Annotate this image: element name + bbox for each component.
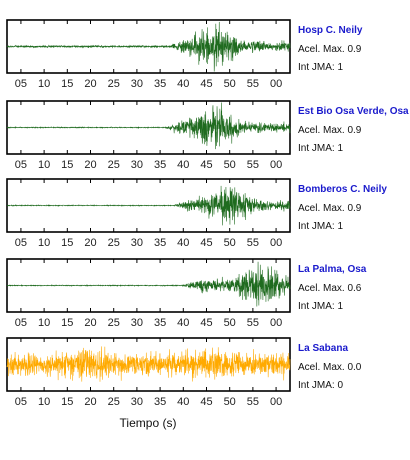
x-tick-label: 25 bbox=[108, 396, 120, 408]
int-jma-readout: Int JMA: 1 bbox=[298, 301, 343, 312]
x-tick-label: 50 bbox=[224, 396, 236, 408]
x-tick-label: 00 bbox=[270, 396, 282, 408]
x-tick-label: 25 bbox=[108, 159, 120, 171]
x-tick-label: 20 bbox=[84, 396, 96, 408]
x-tick-label: 20 bbox=[84, 159, 96, 171]
x-tick-label: 30 bbox=[131, 237, 143, 249]
x-axis-title: Tiempo (s) bbox=[120, 416, 177, 430]
x-tick-label: 10 bbox=[38, 317, 50, 329]
x-tick-label: 35 bbox=[154, 159, 166, 171]
x-tick-label: 50 bbox=[224, 237, 236, 249]
x-tick-label: 45 bbox=[200, 78, 212, 90]
panel-1: 05 10 15 20 25 30 35 40 45 50 55 00 Hosp C. Neily Ace… bbox=[6, 19, 363, 90]
x-tick-label: 40 bbox=[177, 237, 189, 249]
x-tick-label: 55 bbox=[247, 78, 259, 90]
panels-layer: 05 10 15 20 25 30 35 40 45 50 55 00 Hosp C. Neily Ace… bbox=[6, 19, 409, 408]
x-tick-label: 35 bbox=[154, 396, 166, 408]
x-tick-label: 30 bbox=[131, 159, 143, 171]
x-tick-label: 15 bbox=[61, 317, 73, 329]
x-tick-label: 30 bbox=[131, 396, 143, 408]
panel-2: 05 10 15 20 25 30 35 40 45 50 55 00 Est Bio Osa Verd… bbox=[6, 100, 409, 171]
x-tick-label: 50 bbox=[224, 159, 236, 171]
waveform-trace bbox=[6, 261, 291, 307]
waveform-trace bbox=[6, 346, 291, 382]
int-jma-readout: Int JMA: 1 bbox=[298, 62, 343, 73]
acel-max-readout: Acel. Max. 0.0 bbox=[298, 362, 362, 373]
station-name: La Sabana bbox=[298, 343, 348, 354]
x-tick-label: 55 bbox=[247, 159, 259, 171]
acel-max-readout: Acel. Max. 0.9 bbox=[298, 203, 362, 214]
x-tick-label: 30 bbox=[131, 78, 143, 90]
x-tick-label: 15 bbox=[61, 237, 73, 249]
x-tick-label: 55 bbox=[247, 396, 259, 408]
x-tick-label: 00 bbox=[270, 159, 282, 171]
x-tick-label: 20 bbox=[84, 237, 96, 249]
waveform-trace bbox=[6, 102, 291, 150]
x-tick-label: 25 bbox=[108, 317, 120, 329]
x-tick-label: 45 bbox=[200, 159, 212, 171]
x-tick-label: 40 bbox=[177, 159, 189, 171]
x-tick-label: 10 bbox=[38, 159, 50, 171]
x-tick-label: 00 bbox=[270, 237, 282, 249]
x-tick-label: 40 bbox=[177, 78, 189, 90]
x-tick-label: 15 bbox=[61, 78, 73, 90]
x-tick-label: 05 bbox=[15, 317, 27, 329]
x-tick-label: 55 bbox=[247, 317, 259, 329]
x-tick-label: 45 bbox=[200, 237, 212, 249]
x-tick-label: 10 bbox=[38, 396, 50, 408]
panel-5: 05 10 15 20 25 30 35 40 45 50 55 00 La Sabana Acel. M… bbox=[6, 337, 362, 408]
panel-4: 05 10 15 20 25 30 35 40 45 50 55 00 La Palma, Osa Ace… bbox=[6, 258, 367, 329]
int-jma-readout: Int JMA: 1 bbox=[298, 143, 343, 154]
x-tick-label: 45 bbox=[200, 317, 212, 329]
x-tick-label: 35 bbox=[154, 237, 166, 249]
x-tick-label: 15 bbox=[61, 159, 73, 171]
x-tick-label: 25 bbox=[108, 237, 120, 249]
x-tick-label: 20 bbox=[84, 78, 96, 90]
x-tick-label: 40 bbox=[177, 396, 189, 408]
x-tick-label: 15 bbox=[61, 396, 73, 408]
int-jma-readout: Int JMA: 1 bbox=[298, 221, 343, 232]
panel-3: 05 10 15 20 25 30 35 40 45 50 55 00 Bomberos C. Neil… bbox=[6, 178, 387, 249]
x-tick-label: 05 bbox=[15, 237, 27, 249]
x-tick-label: 05 bbox=[15, 396, 27, 408]
acel-max-readout: Acel. Max. 0.9 bbox=[298, 44, 362, 55]
x-tick-label: 10 bbox=[38, 237, 50, 249]
x-tick-label: 35 bbox=[154, 78, 166, 90]
x-tick-label: 50 bbox=[224, 317, 236, 329]
int-jma-readout: Int JMA: 0 bbox=[298, 380, 343, 391]
x-tick-label: 00 bbox=[270, 317, 282, 329]
x-tick-label: 05 bbox=[15, 78, 27, 90]
x-tick-label: 50 bbox=[224, 78, 236, 90]
x-tick-label: 35 bbox=[154, 317, 166, 329]
x-tick-label: 25 bbox=[108, 78, 120, 90]
station-name: Est Bio Osa Verde, Osa bbox=[298, 106, 409, 117]
station-name: Bomberos C. Neily bbox=[298, 184, 387, 195]
x-tick-label: 30 bbox=[131, 317, 143, 329]
x-tick-label: 10 bbox=[38, 78, 50, 90]
x-tick-label: 20 bbox=[84, 317, 96, 329]
acel-max-readout: Acel. Max. 0.9 bbox=[298, 125, 362, 136]
x-tick-label: 00 bbox=[270, 78, 282, 90]
x-tick-label: 40 bbox=[177, 317, 189, 329]
x-tick-label: 05 bbox=[15, 159, 27, 171]
waveform-trace bbox=[6, 185, 291, 226]
waveform-trace bbox=[6, 21, 291, 72]
x-tick-label: 45 bbox=[200, 396, 212, 408]
station-name: La Palma, Osa bbox=[298, 264, 367, 275]
station-name: Hosp C. Neily bbox=[298, 25, 363, 36]
x-tick-label: 55 bbox=[247, 237, 259, 249]
acel-max-readout: Acel. Max. 0.6 bbox=[298, 283, 362, 294]
